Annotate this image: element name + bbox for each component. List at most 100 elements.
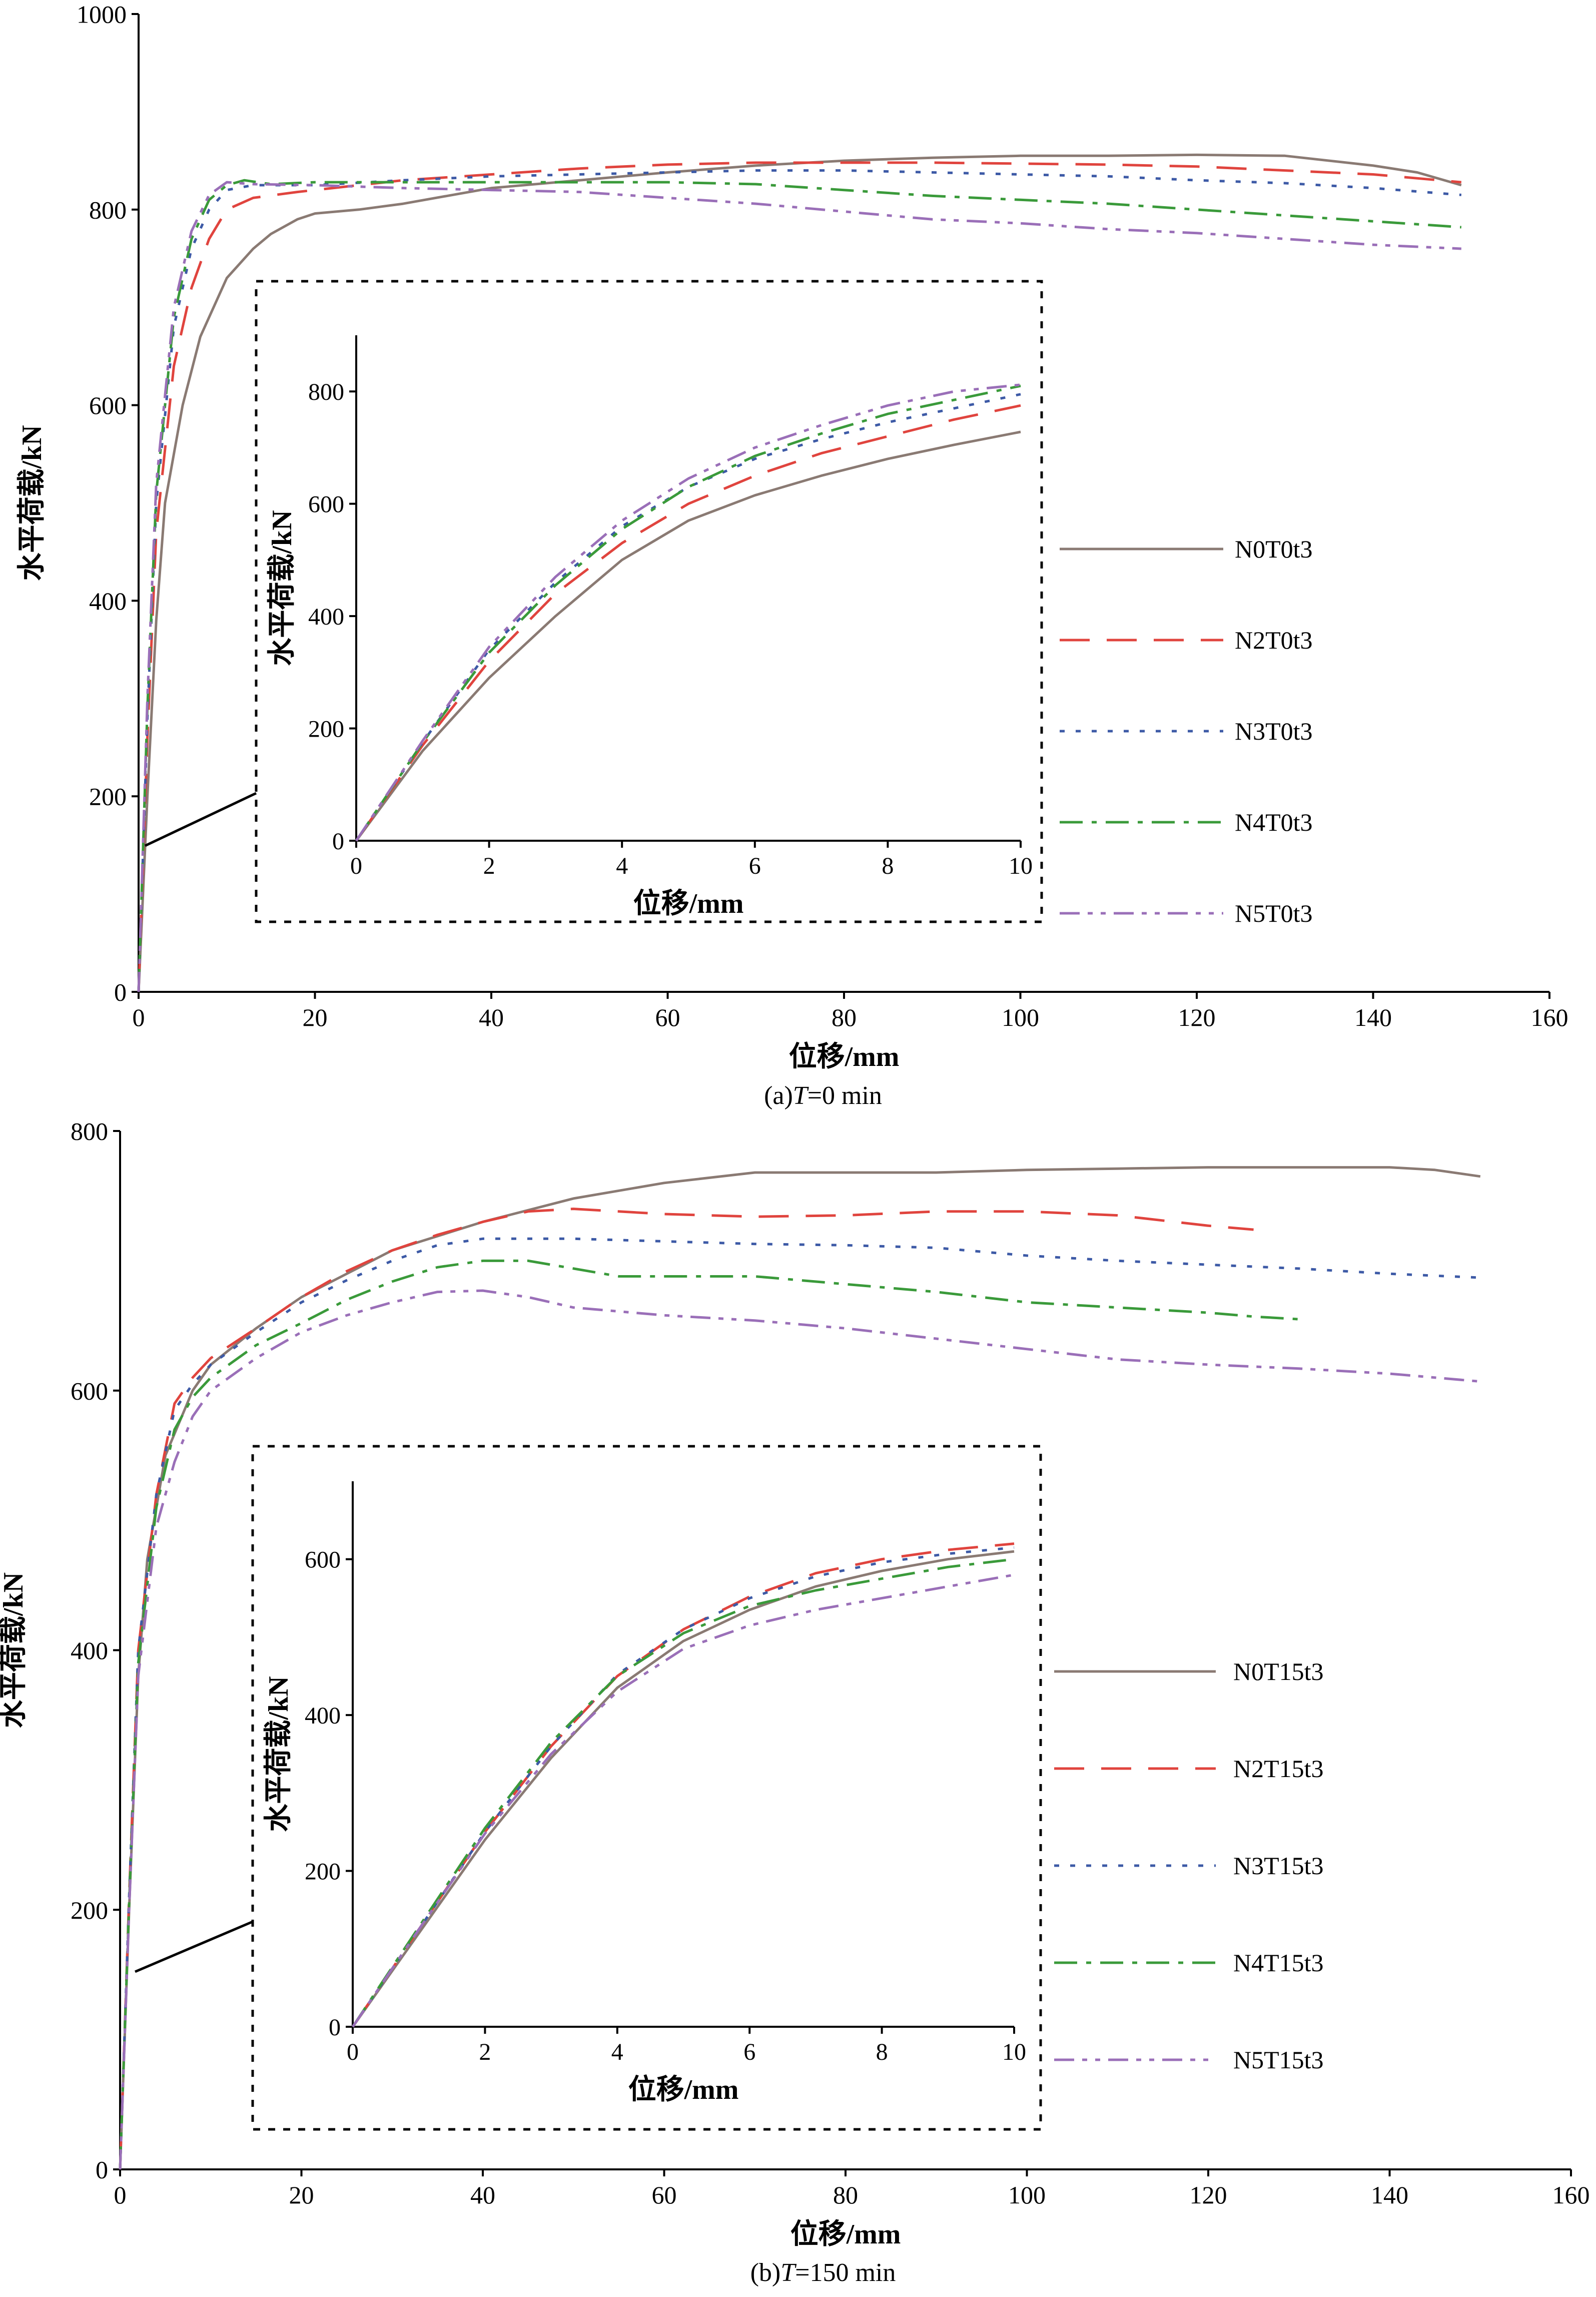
main-b-y-tick-label: 800 [71,1117,108,1145]
main-b-x-tick-label: 80 [833,2181,858,2209]
panel-a: 0 20 40 60 80 100 120 140 16002004006008001000位移… [17,1,1568,1073]
main-b-x-tick-label: 100 [1008,2181,1046,2209]
main-a-series-N3T0t3 [137,169,1461,992]
main-b-x-tick-label: 160 [1552,2181,1590,2209]
main-b-x-tick-label: 140 [1371,2181,1408,2209]
inset-b-x-tick-label: 8 [876,2039,888,2065]
main-b-x-tick-label: 60 [652,2181,677,2209]
inset-b-x-tick-label: 6 [743,2039,755,2065]
inset-a-y-label: 水平荷载/kN [267,510,298,666]
inset-b-series-N3T15t3 [351,1546,1015,2028]
main-a-x-tick-label: 40 [479,1003,504,1031]
main-a-series-N4T0t3 [137,179,1461,992]
main-a-x-tick-label: 20 [303,1003,328,1031]
legend-label-N4T0t3: N4T0t3 [1235,808,1313,836]
caption-a: (a)T=0 min [598,1081,1048,1110]
caption-a-rest: =0 min [807,1081,882,1110]
main-a-x-tick-label: 140 [1354,1003,1392,1031]
inset-b-y-label: 水平荷载/kN [263,1676,294,1832]
inset-pointer-a [144,792,257,847]
main-a-y-label: 水平荷载/kN [17,425,48,581]
inset-b-y-tick-label: 600 [305,1547,341,1573]
panel-b: 0 20 40 60 80 100 120 140 1600200400600800位移/mm水… [0,1117,1590,2250]
inset-a-y-tick-label: 0 [332,828,344,855]
inset-b-y-tick-label: 0 [329,2014,341,2041]
main-b-y-tick-label: 0 [96,2156,108,2184]
caption-b-var: T [780,2258,795,2287]
main-a-y-tick-label: 1000 [77,1,127,29]
inset-a-x-tick-label: 6 [749,853,761,879]
main-a-y-tick-label: 400 [89,587,127,615]
legend-label-N2T0t3: N2T0t3 [1235,626,1313,654]
main-b-series-N2T15t3 [119,1208,1254,2170]
main-a-y-tick-label: 800 [89,196,127,224]
inset-a-y-tick-label: 800 [308,379,344,405]
main-b-series-N0T15t3 [119,1166,1481,2170]
inset-a-y-tick-label: 200 [308,716,344,742]
caption-a-prefix: (a) [764,1081,793,1110]
main-a-series-N5T0t3 [137,181,1461,992]
inset-b-series-N4T15t3 [351,1558,1015,2028]
inset-a-series-N3T0t3 [355,393,1021,842]
inset-a-x-label: 位移/mm [633,888,744,919]
main-b-series-N4T15t3 [119,1259,1299,2170]
main-a-x-tick-label: 60 [655,1003,680,1031]
inset-a-y-tick-label: 400 [308,604,344,630]
main-b-x-tick-label: 20 [289,2181,314,2209]
main-a-y-tick-label: 200 [89,783,127,811]
main-b-y-label: 水平荷载/kN [0,1572,29,1728]
main-a-x-tick-label: 0 [133,1003,145,1031]
inset-a-series-N5T0t3 [355,383,1021,842]
inset-a-x-tick-label: 0 [350,853,362,879]
inset-b-y-tick-label: 200 [305,1858,341,1885]
main-b-series-N5T15t3 [119,1289,1481,2170]
main-b-x-tick-label: 0 [114,2181,127,2209]
inset-a-x-tick-label: 10 [1009,853,1033,879]
inset-b-series-N5T15t3 [351,1573,1015,2028]
legend-label-N3T0t3: N3T0t3 [1235,717,1313,745]
inset-frame-a [255,280,1043,923]
caption-b: (b)T=150 min [598,2258,1048,2287]
main-b-x-tick-label: 120 [1190,2181,1227,2209]
inset-b-x-tick-label: 4 [611,2039,623,2065]
legend-label-N5T0t3: N5T0t3 [1235,899,1313,927]
inset-b-x-tick-label: 10 [1002,2039,1026,2065]
main-a-x-tick-label: 160 [1531,1003,1568,1031]
legend-label-N0T0t3: N0T0t3 [1235,535,1313,563]
inset-b-series-N0T15t3 [351,1550,1015,2028]
main-b-y-tick-label: 600 [71,1377,108,1405]
legend-label-N2T15t3: N2T15t3 [1233,1755,1324,1783]
main-a-x-label: 位移/mm [789,1041,900,1072]
main-a-series-N0T0t3 [137,153,1462,992]
inset-a-x-tick-label: 2 [483,853,495,879]
main-a-x-tick-label: 80 [832,1003,857,1031]
inset-a-series-N2T0t3 [355,404,1021,842]
legend-label-N4T15t3: N4T15t3 [1233,1949,1324,1977]
main-a-series-N2T0t3 [137,161,1462,992]
main-a-y-tick-label: 0 [114,978,127,1006]
inset-frame-b [251,1445,1042,2131]
inset-b-series-N2T15t3 [351,1542,1015,2028]
main-a-y-tick-label: 600 [89,391,127,419]
main-b-x-tick-label: 40 [470,2181,495,2209]
main-b-y-tick-label: 400 [71,1636,108,1664]
inset-a-x-tick-label: 4 [616,853,628,879]
legend-label-N3T15t3: N3T15t3 [1233,1852,1324,1880]
main-b-y-tick-label: 200 [71,1896,108,1924]
main-b-x-label: 位移/mm [790,2219,901,2250]
legend-label-N5T15t3: N5T15t3 [1233,2046,1324,2074]
main-a-x-tick-label: 120 [1178,1003,1216,1031]
inset-a-x-tick-label: 8 [882,853,894,879]
inset-a-series-N4T0t3 [355,384,1021,842]
inset-b-x-tick-label: 0 [347,2039,359,2065]
inset-a-y-tick-label: 600 [308,491,344,517]
main-a-x-tick-label: 100 [1002,1003,1039,1031]
caption-b-prefix: (b) [750,2258,781,2287]
inset-pointer-b [135,1920,253,1973]
legend-label-N0T15t3: N0T15t3 [1233,1657,1324,1685]
inset-b-x-label: 位移/mm [628,2074,739,2105]
inset-b-x-tick-label: 2 [479,2039,491,2065]
inset-a-series-N0T0t3 [355,430,1021,842]
caption-a-var: T [792,1081,808,1110]
